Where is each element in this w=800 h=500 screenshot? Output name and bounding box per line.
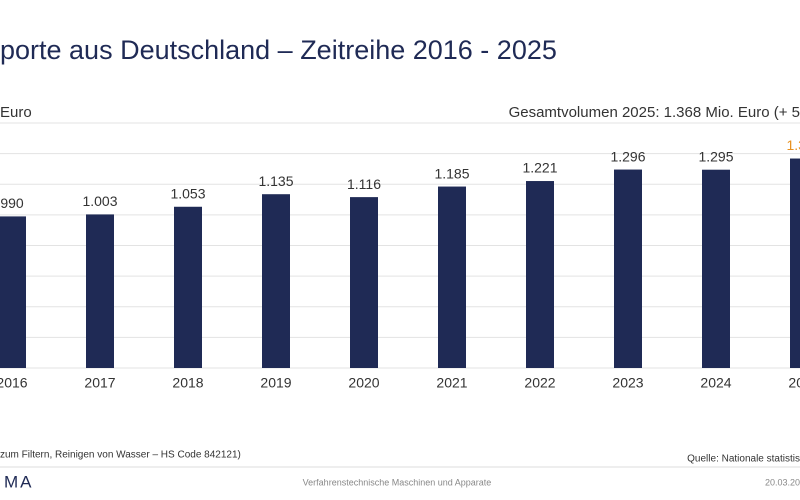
bar — [702, 169, 730, 368]
bar — [350, 197, 378, 368]
unit-label: Euro — [0, 104, 32, 121]
bar — [438, 186, 466, 368]
slide-title: porte aus Deutschland – Zeitreihe 2016 -… — [0, 35, 557, 65]
footer-date: 20.03.20 — [765, 477, 800, 487]
x-tick-label: 2025 — [788, 375, 800, 391]
source: Quelle: Nationale statistis — [687, 454, 800, 465]
value-label: 1.368 — [786, 137, 800, 153]
value-label: 1.296 — [610, 148, 645, 164]
plot: 990 2016 1.003 2017 1.053 2018 1.135 2019 1.116 2… — [0, 122, 800, 391]
bar — [790, 158, 800, 368]
value-label: 1.053 — [170, 185, 205, 201]
value-label: 1.295 — [698, 148, 733, 164]
logo: MA — [4, 472, 34, 491]
x-tick-label: 2016 — [0, 375, 28, 391]
bar — [614, 169, 642, 368]
bar — [174, 206, 202, 368]
value-label: 1.135 — [258, 173, 293, 189]
x-tick-label: 2024 — [700, 375, 731, 391]
bar — [262, 194, 290, 368]
footnote: zum Filtern, Reinigen von Wasser – HS Co… — [0, 450, 241, 461]
x-tick-label: 2018 — [172, 375, 203, 391]
value-label: 1.003 — [82, 193, 117, 209]
x-tick-label: 2022 — [524, 375, 555, 391]
value-label: 1.221 — [522, 160, 557, 176]
bar — [526, 181, 554, 368]
total-label: Gesamtvolumen 2025: 1.368 Mio. Euro (+ 5 — [509, 104, 800, 121]
value-label: 990 — [0, 195, 24, 211]
bar — [0, 216, 26, 368]
x-tick-label: 2019 — [260, 375, 291, 391]
value-label: 1.185 — [434, 165, 469, 181]
footer-center: Verfahrenstechnische Maschinen und Appar… — [303, 477, 492, 487]
x-tick-label: 2017 — [84, 375, 115, 391]
x-tick-label: 2020 — [348, 375, 379, 391]
bar — [86, 214, 114, 368]
value-label: 1.116 — [347, 176, 381, 192]
x-tick-label: 2023 — [612, 375, 643, 391]
x-tick-label: 2021 — [436, 375, 467, 391]
